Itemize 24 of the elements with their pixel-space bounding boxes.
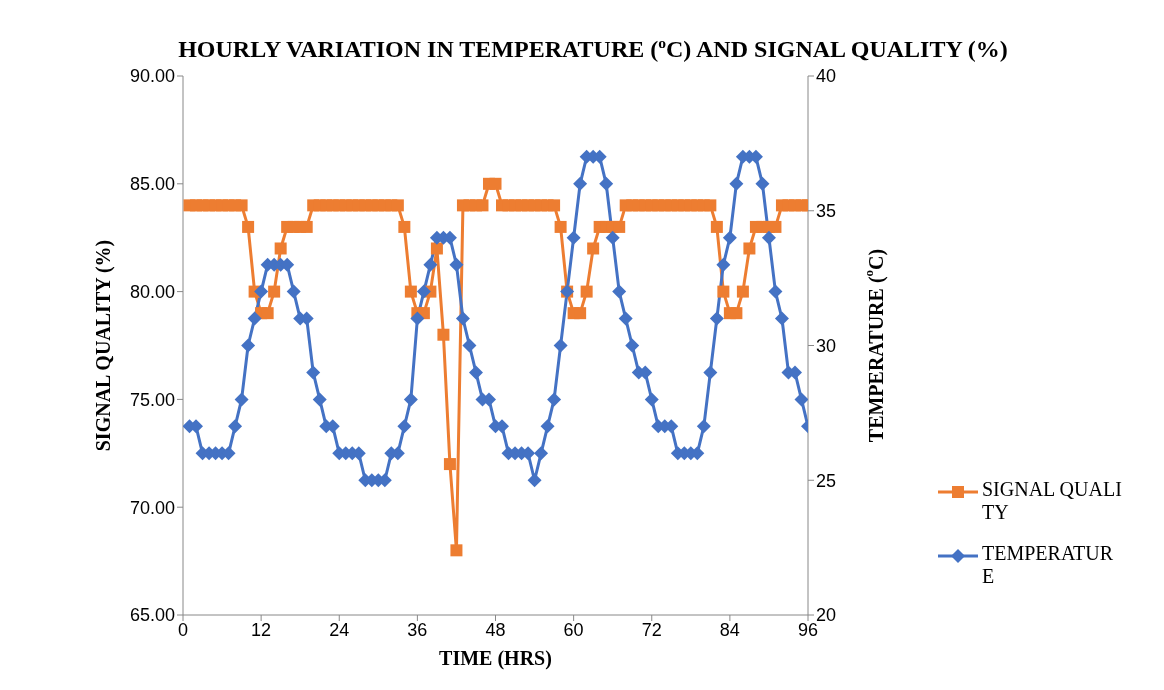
y-tick-label: 65.00 bbox=[129, 605, 175, 626]
y-tick-label: 75.00 bbox=[129, 389, 175, 410]
y2-tick-label: 40 bbox=[816, 66, 837, 87]
x-tick-label: 60 bbox=[563, 619, 584, 640]
x-tick-label: 0 bbox=[177, 619, 189, 640]
legend-label: SIGNAL QUALITY bbox=[982, 478, 1122, 524]
x-tick-label: 48 bbox=[485, 619, 506, 640]
y-tick-label: 80.00 bbox=[129, 281, 175, 302]
y-axis-title: SIGNAL QUALITY (%) bbox=[91, 239, 115, 452]
x-tick-label: 84 bbox=[719, 619, 740, 640]
y2-tick-label: 35 bbox=[816, 201, 837, 222]
legend-label: TEMPERATURE bbox=[982, 542, 1115, 588]
y2-tick-label: 20 bbox=[816, 605, 837, 626]
x-axis-title: TIME (HRS) bbox=[439, 647, 552, 670]
x-tick-label: 36 bbox=[407, 619, 428, 640]
y-tick-label: 70.00 bbox=[129, 497, 175, 518]
chart-title: HOURLY VARIATION IN TEMPERATURE ($^{o}$C) AND SIGNAL QUALITY (%) bbox=[178, 34, 1008, 62]
x-tick-label: 72 bbox=[641, 619, 662, 640]
x-tick-label: 24 bbox=[329, 619, 350, 640]
y-tick-label: 85.00 bbox=[129, 174, 175, 195]
y2-tick-label: 30 bbox=[816, 335, 837, 356]
y-tick-label: 90.00 bbox=[129, 66, 175, 87]
y2-tick-label: 25 bbox=[816, 470, 837, 491]
x-tick-label: 12 bbox=[251, 619, 272, 640]
